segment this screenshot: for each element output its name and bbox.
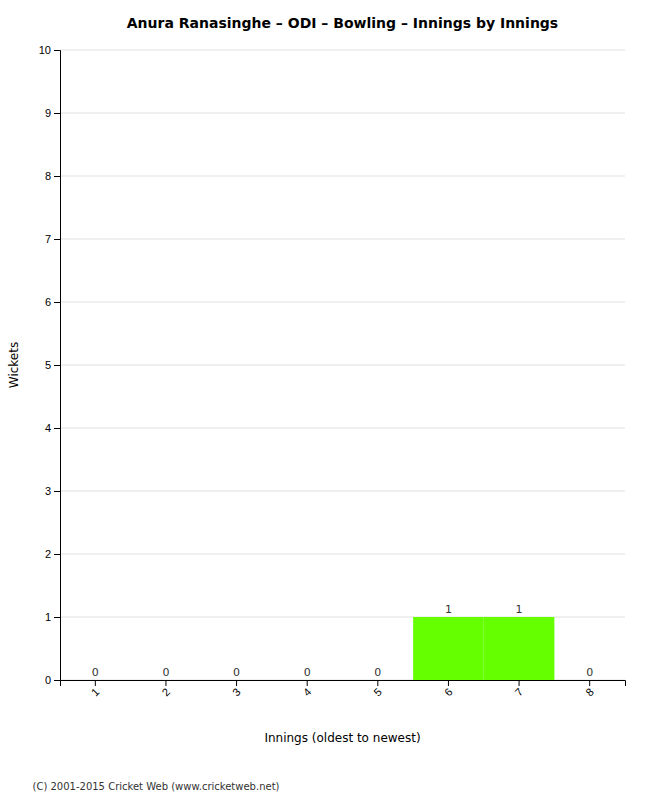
tick-label: 9 [45,107,51,119]
bar [201,680,272,681]
grid-line [60,302,625,303]
tick: 5 [45,359,60,371]
tick-label: 1 [89,686,102,699]
tick-mark [589,680,590,686]
bar [484,617,555,680]
tick-mark [236,680,237,686]
axis-line [54,51,61,681]
data-label: 0 [304,666,311,679]
tick-label: 6 [442,686,455,699]
bars [413,617,554,680]
bar [554,680,625,681]
data-label: 0 [586,666,593,679]
bar [131,680,202,681]
tick-mark [54,680,60,681]
tick: 1 [89,680,102,698]
tick-label: 3 [45,485,51,497]
bar [60,680,131,681]
data-label: 0 [233,666,240,679]
tick: 3 [230,680,243,698]
tick-label: 2 [45,548,51,560]
tick: 8 [45,170,60,182]
grid-line [60,365,625,366]
data-label: 0 [162,666,169,679]
data-label: 1 [516,603,523,616]
tick-mark [54,176,60,177]
tick: 9 [45,107,60,119]
tick: 7 [512,680,525,698]
data-label: 0 [374,666,381,679]
tick-mark [54,428,60,429]
data-label: 0 [92,666,99,679]
plot: 0000011012345678012345678910 [39,44,626,698]
grid-line [60,113,625,114]
grid-line [60,50,625,51]
tick-label: 4 [45,422,51,434]
tick-label: 0 [45,674,51,686]
tick: 2 [45,548,60,560]
tick-label: 10 [39,44,51,56]
y-axis-title: Wickets [7,342,21,388]
tick-mark [54,491,60,492]
tick-mark [54,554,60,555]
tick-mark [54,302,60,303]
tick-mark [165,680,166,686]
tick-mark [519,680,520,686]
tick-label: 5 [371,686,384,699]
tick: 2 [159,680,172,698]
y-axis: 0 1 2 3 4 5 6 7 8 9 10 [39,44,61,686]
bar [413,617,484,680]
tick-label: 8 [583,686,596,699]
tick: 0 [45,674,60,686]
tick-label: 5 [45,359,51,371]
tick-mark [54,365,60,366]
tick-label: 4 [301,686,314,699]
tick: 7 [45,233,60,245]
grid-line [60,176,625,177]
tick-label: 7 [45,233,51,245]
tick: 6 [442,680,455,698]
tick-label: 2 [159,686,172,699]
bar [272,680,343,681]
tick-mark [307,680,308,686]
tick-label: 7 [512,686,525,699]
footer: (C) 2001-2015 Cricket Web (www.cricketwe… [33,781,280,792]
x-axis-title: Innings (oldest to newest) [264,731,420,745]
grid-line [60,554,625,555]
axis-line [61,681,626,687]
grid-line [60,491,625,492]
x-axis: 1 2 3 4 5 6 7 8 [61,680,626,698]
tick: 5 [371,680,384,698]
tick-mark [54,113,60,114]
grid-line [60,428,625,429]
tick-label: 6 [45,296,51,308]
grid [60,50,625,680]
tick-mark [54,617,60,618]
tick-label: 1 [45,611,51,623]
chart: 0000011012345678012345678910Anura Ranasi… [0,0,650,800]
bar [343,680,414,681]
tick-mark [54,239,60,240]
title: Anura Ranasinghe – ODI – Bowling – Innin… [127,15,558,31]
tick-mark [377,680,378,686]
tick: 6 [45,296,60,308]
tick-label: 8 [45,170,51,182]
tick: 4 [301,680,314,698]
tick-mark [448,680,449,686]
tick-mark [54,50,60,51]
tick-label: 3 [230,686,243,699]
tick: 3 [45,485,60,497]
data-label: 1 [445,603,452,616]
tick: 1 [45,611,60,623]
tick-mark [95,680,96,686]
tick: 10 [39,44,60,56]
grid-line [60,239,625,240]
tick: 8 [583,680,596,698]
tick: 4 [45,422,60,434]
data-labels: 0 0 0 0 0 1 1 0 [92,603,593,679]
